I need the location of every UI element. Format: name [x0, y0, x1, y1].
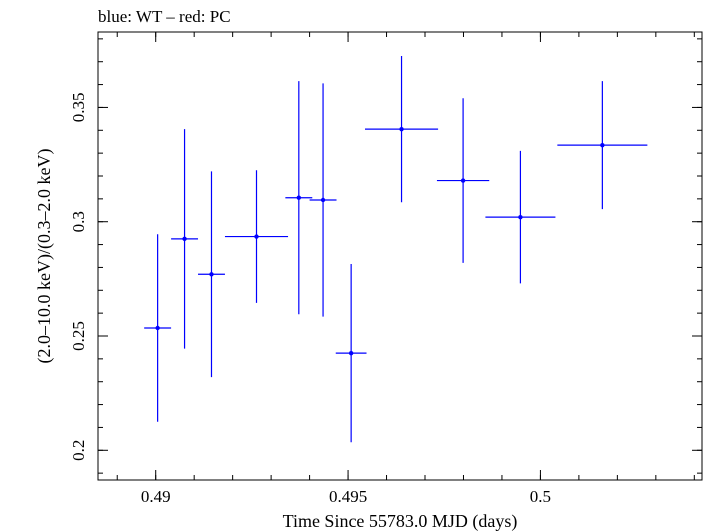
x-tick-label: 0.5 — [530, 487, 551, 506]
data-point — [348, 350, 354, 356]
y-tick-label: 0.3 — [69, 211, 88, 232]
axis-tick-labels: 0.49 0.495 0.5 0.2 0.25 0.3 0.35 — [69, 93, 551, 506]
y-axis-label: (2.0–10.0 keV)/(0.3–2.0 keV) — [34, 149, 55, 364]
data-point — [320, 197, 326, 203]
data-point — [600, 142, 605, 148]
plot-frame — [97, 31, 703, 481]
chart-title: blue: WT – red: PC — [98, 7, 231, 26]
plot-area: 0.49 0.495 0.5 0.2 0.25 0.3 0.35 — [69, 31, 703, 506]
x-axis-label: Time Since 55783.0 MJD (days) — [283, 511, 518, 532]
data-point — [296, 195, 302, 200]
data-marks — [144, 56, 648, 443]
axis-ticks — [98, 32, 702, 480]
data-point — [399, 126, 404, 132]
data-point — [155, 325, 160, 331]
x-tick-label: 0.495 — [329, 487, 367, 506]
data-point — [518, 214, 523, 220]
y-tick-label: 0.2 — [69, 440, 88, 461]
data-point — [209, 272, 214, 277]
y-tick-label: 0.25 — [69, 321, 88, 351]
x-tick-label: 0.49 — [141, 487, 171, 506]
y-tick-label: 0.35 — [69, 93, 88, 123]
data-point — [254, 234, 259, 239]
data-point — [460, 178, 466, 183]
data-point — [182, 236, 187, 242]
